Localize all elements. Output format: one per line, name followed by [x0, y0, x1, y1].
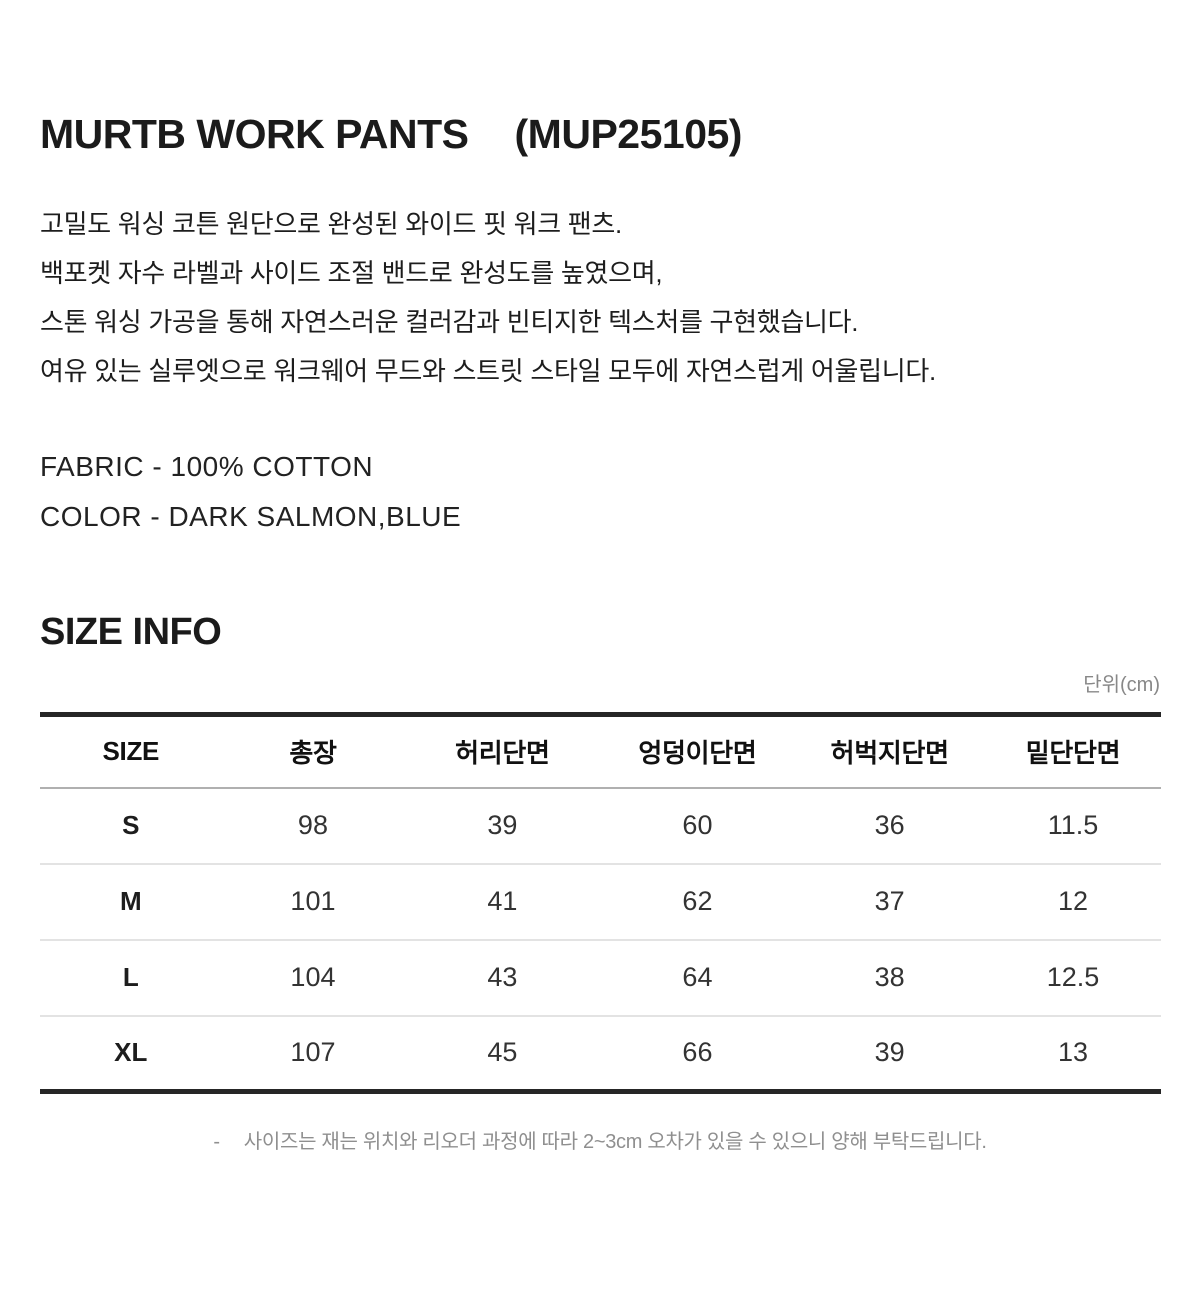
cell-value: 39	[794, 1014, 985, 1092]
description-line: 백포켓 자수 라벨과 사이드 조절 밴드로 완성도를 높였으며,	[40, 258, 663, 288]
cell-value: 12.5	[984, 938, 1161, 1016]
table-row-xl: XL 107 45 66 39 13	[40, 1014, 1161, 1092]
product-code: (MUP25105)	[514, 111, 743, 157]
table-row-s: S 98 39 60 36 11.5	[40, 788, 1161, 864]
description-line: 여유 있는 실루엣으로 워크웨어 무드와 스트릿 스타일 모두에 자연스럽게 어…	[40, 356, 936, 386]
cell-size: XL	[40, 1014, 222, 1092]
cell-value: 64	[600, 938, 795, 1016]
cell-value: 13	[984, 1014, 1161, 1092]
cell-size: L	[40, 938, 222, 1016]
description-line: 스톤 워싱 가공을 통해 자연스러운 컬러감과 빈티지한 텍스처를 구현했습니다…	[40, 307, 859, 337]
cell-size: M	[40, 862, 222, 940]
size-table: SIZE 총장 허리단면 엉덩이단면 허벅지단면 밑단단면 S 98 39 60…	[40, 712, 1161, 1094]
product-name: MURTB WORK PANTS	[40, 111, 469, 157]
size-info-heading: SIZE INFO	[40, 611, 222, 653]
product-description-page: MURTB WORK PANTS (MUP25105) 고밀도 워싱 코튼 원단으…	[40, 0, 1161, 1156]
table-row-m: M 101 41 62 37 12	[40, 862, 1161, 940]
cell-value: 12	[984, 862, 1161, 940]
cell-value: 38	[794, 938, 985, 1016]
cell-value: 107	[221, 1014, 405, 1092]
table-row-l: L 104 43 64 38 12.5	[40, 938, 1161, 1016]
column-header-hem: 밑단단면	[984, 714, 1161, 789]
product-specs: FABRIC - 100% COTTON COLOR - DARK SALMON…	[40, 442, 1160, 542]
cell-value: 43	[404, 938, 601, 1016]
cell-value: 104	[221, 938, 405, 1016]
column-header-total-length: 총장	[221, 714, 405, 789]
footnote-text: 사이즈는 재는 위치와 리오더 과정에 따라 2~3cm 오차가 있을 수 있으…	[243, 1131, 987, 1153]
unit-note: 단위(cm)	[1083, 674, 1160, 696]
cell-value: 101	[221, 862, 405, 940]
size-footnote: - 사이즈는 재는 위치와 리오더 과정에 따라 2~3cm 오차가 있을 수 있…	[40, 1128, 1160, 1156]
column-header-hip: 엉덩이단면	[600, 714, 795, 789]
fabric-spec: FABRIC - 100% COTTON	[40, 451, 374, 482]
footnote-bullet: -	[213, 1131, 220, 1153]
cell-size: S	[122, 810, 140, 840]
cell-value: 66	[600, 1014, 795, 1092]
cell-value: 39	[487, 810, 518, 840]
cell-value: 62	[600, 862, 795, 940]
page-title: MURTB WORK PANTS (MUP25105)	[40, 0, 1160, 156]
cell-value: 60	[682, 810, 713, 840]
column-header-size: SIZE	[40, 714, 222, 789]
description-line: 고밀도 워싱 코튼 원단으로 완성된 와이드 핏 워크 팬츠.	[40, 209, 622, 239]
cell-value: 11.5	[1047, 810, 1099, 840]
product-description: 고밀도 워싱 코튼 원단으로 완성된 와이드 핏 워크 팬츠. 백포켓 자수 라…	[40, 200, 1160, 396]
cell-value: 36	[874, 810, 905, 840]
size-table-header-row: SIZE 총장 허리단면 엉덩이단면 허벅지단면 밑단단면	[40, 714, 1161, 789]
cell-value: 37	[794, 862, 985, 940]
cell-value: 45	[404, 1014, 601, 1092]
color-spec: COLOR - DARK SALMON,BLUE	[40, 501, 462, 532]
cell-value: 41	[404, 862, 601, 940]
column-header-waist: 허리단면	[404, 714, 601, 789]
cell-value: 98	[297, 810, 328, 840]
column-header-thigh: 허벅지단면	[794, 714, 985, 789]
